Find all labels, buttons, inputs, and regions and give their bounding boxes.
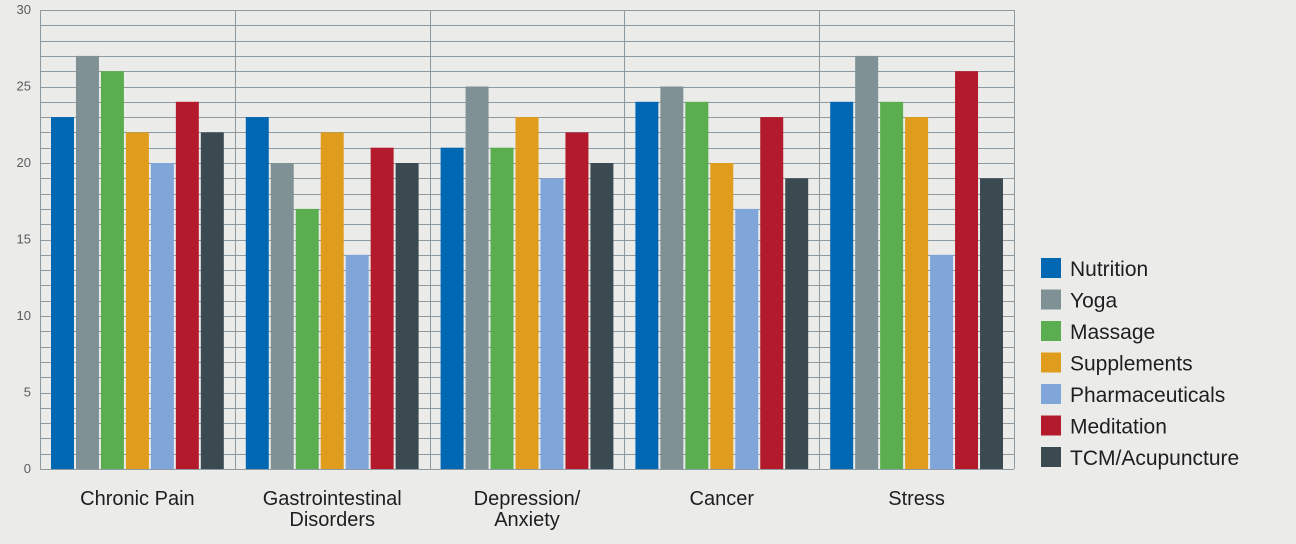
bar-massage <box>100 71 124 469</box>
legend-swatch <box>1041 415 1061 436</box>
bar-massage <box>295 208 319 469</box>
x-tick-label: Cancer <box>690 488 755 510</box>
bar-meditation <box>955 71 979 469</box>
x-tick-label: Gastrointestinal <box>263 488 402 510</box>
bar-meditation <box>565 132 589 469</box>
legend-swatch <box>1041 321 1061 341</box>
bar-pharmaceuticals <box>345 254 369 469</box>
bar-yoga <box>660 86 684 469</box>
x-tick-label: Disorders <box>289 509 375 531</box>
bar-supplements <box>515 117 539 469</box>
legend-label: Nutrition <box>1070 258 1148 281</box>
bar-yoga <box>855 55 879 470</box>
bar-nutrition <box>245 117 269 469</box>
y-tick-label: 10 <box>17 308 31 323</box>
bar-tcm-acupuncture <box>200 132 224 469</box>
y-tick-label: 5 <box>24 385 31 400</box>
x-tick-label: Depression/ <box>474 488 581 510</box>
bar-pharmaceuticals <box>735 208 759 469</box>
bar-massage <box>880 101 904 470</box>
y-tick-label: 0 <box>24 461 31 476</box>
bar-supplements <box>710 163 734 469</box>
legend-label: Pharmaceuticals <box>1070 384 1225 407</box>
bar-nutrition <box>440 147 464 469</box>
bar-meditation <box>370 147 394 469</box>
bar-supplements <box>905 117 929 469</box>
bar-yoga <box>270 163 294 469</box>
y-tick-label: 25 <box>17 79 31 94</box>
bar-yoga <box>465 86 489 469</box>
bar-meditation <box>760 117 784 469</box>
legend-label: Massage <box>1070 321 1155 344</box>
legend-swatch <box>1041 447 1061 467</box>
bar-nutrition <box>830 101 854 470</box>
legend-label: Meditation <box>1070 416 1167 439</box>
bar-nutrition <box>51 117 74 469</box>
bar-pharmaceuticals <box>540 178 564 470</box>
legend-swatch <box>1041 289 1061 310</box>
bar-pharmaceuticals <box>930 254 954 469</box>
x-tick-label: Stress <box>888 488 945 510</box>
x-tick-label: Anxiety <box>494 509 560 531</box>
legend-label: Supplements <box>1070 353 1193 376</box>
bar-supplements <box>125 132 149 469</box>
legend-swatch <box>1041 258 1061 278</box>
bar-pharmaceuticals <box>150 163 174 469</box>
legend-swatch <box>1041 384 1061 404</box>
bar-supplements <box>320 132 344 469</box>
bar-meditation <box>175 101 199 470</box>
y-tick-label: 20 <box>17 155 31 170</box>
legend-label: Yoga <box>1070 290 1117 313</box>
bar-tcm-acupuncture <box>395 163 419 469</box>
bar-yoga <box>75 55 99 470</box>
bar-tcm-acupuncture <box>590 163 614 469</box>
bar-nutrition <box>635 101 659 470</box>
legend-label: TCM/Acupuncture <box>1070 447 1239 470</box>
y-tick-label: 15 <box>17 232 31 247</box>
bar-tcm-acupuncture <box>980 178 1003 470</box>
y-tick-label: 30 <box>17 2 31 17</box>
bar-tcm-acupuncture <box>785 178 809 470</box>
bar-massage <box>685 101 709 470</box>
bar-massage <box>490 147 514 469</box>
legend-swatch <box>1041 352 1061 373</box>
x-tick-label: Chronic Pain <box>80 488 195 510</box>
